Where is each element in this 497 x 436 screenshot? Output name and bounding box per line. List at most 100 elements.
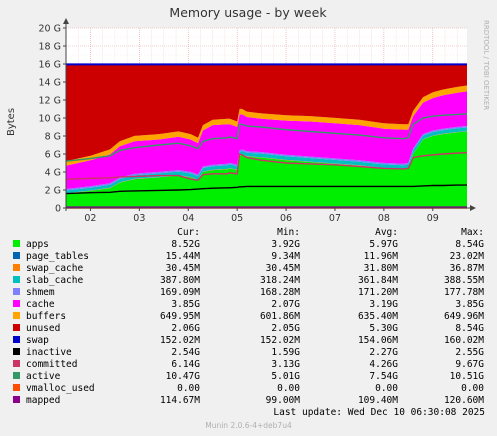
legend-series: committed [0,359,112,371]
x-tick-label: 09 [427,213,439,224]
legend-value-avg: 2.27G [369,347,398,358]
area-buffers [66,85,467,166]
legend-value-min: 2.07G [271,299,300,310]
legend-value-cur: 152.02M [159,335,200,346]
legend-value-max: 23.02M [449,251,484,262]
legend-swatch [13,276,20,283]
legend-value-cur: 30.45M [165,263,200,274]
legend-swatch [13,336,20,343]
legend-row: mapped 114.67M 99.00M 109.40M 120.60M [0,395,497,407]
legend-value-min: 0.00 [277,383,300,394]
legend-value-max: 8.54G [455,323,484,334]
legend-value-max: 9.67G [455,359,484,370]
y-tick-label: 0 [55,204,61,215]
legend-row: shmem 169.09M 168.28M 171.20M 177.78M [0,287,497,299]
legend-value-avg: 5.30G [369,323,398,334]
legend-value-max: 388.55M [443,275,484,286]
legend-swatch [13,240,20,247]
legend-series-name: apps [26,239,49,250]
axis-layer: 0 2 G 4 G 6 G 8 G 10 G 12 G 14 G 16 G 18 G 20 G 02 0… [39,18,476,224]
legend-value-cur: 649.95M [159,311,200,322]
legend-header-row: Cur: Min: Avg: Max: [0,227,497,239]
area-unused [66,64,467,162]
legend-row: active 10.47G 5.01G 7.54G 10.51G [0,371,497,383]
legend-row: slab_cache 387.80M 318.24M 361.84M 388.55M [0,275,497,287]
legend-row: page_tables 15.44M 9.34M 11.96M 23.02M [0,251,497,263]
legend-series: buffers [0,311,112,323]
x-tick-label: 06 [280,213,292,224]
y-axis-arrow [63,18,69,24]
legend-value-max: 120.60M [443,395,484,406]
legend-series-name: swap [26,335,49,346]
legend-swatch [13,360,20,367]
legend-series-name: unused [26,323,61,334]
x-tick-label: 08 [378,213,390,224]
area-slab-cache [66,127,467,194]
legend-series: swap_cache [0,263,112,275]
legend-value-avg: 154.06M [357,335,398,346]
legend-row: inactive 2.54G 1.59G 2.27G 2.55G [0,347,497,359]
legend-series: mapped [0,395,112,407]
legend-value-max: 160.02M [443,335,484,346]
legend-value-cur: 2.06G [171,323,200,334]
legend-value-cur: 10.47G [165,371,200,382]
legend-value-cur: 387.80M [159,275,200,286]
y-tick-label: 10 G [39,114,61,125]
area-layer [66,64,467,208]
legend-row: swap_cache 30.45M 30.45M 31.80M 36.87M [0,263,497,275]
legend-value-min: 601.86M [259,311,300,322]
legend-swatch [13,384,20,391]
legend-series: active [0,371,112,383]
munin-version-text: Munin 2.0.6-4+deb7u4 [205,421,292,430]
legend-value-min: 2.05G [271,323,300,334]
legend-swatch [13,264,20,271]
legend-value-max: 36.87M [449,263,484,274]
legend-value-min: 5.01G [271,371,300,382]
line-active [65,113,468,162]
legend-series: inactive [0,347,112,359]
legend-series-name: slab_cache [26,275,84,286]
legend-header-min: Min: [277,227,300,238]
legend-value-min: 168.28M [259,287,300,298]
y-tick-label: 18 G [39,42,61,53]
legend-series: apps [0,239,112,251]
legend-series-name: swap_cache [26,263,84,274]
legend-table: Cur: Min: Avg: Max: apps 8.52G 3.92G 5.97G 8… [0,227,497,407]
legend-series-name: page_tables [26,251,89,262]
legend-value-cur: 169.09M [159,287,200,298]
legend-value-cur: 15.44M [165,251,200,262]
legend-value-avg: 4.26G [369,359,398,370]
legend-body: apps 8.52G 3.92G 5.97G 8.54G page_tables 15.44… [0,239,497,407]
legend-series-name: vmalloc_used [26,383,95,394]
y-tick-label: 4 G [45,168,61,179]
y-tick-label: 16 G [39,60,61,71]
y-axis-label: Bytes [6,108,17,136]
y-tick-label: 20 G [39,24,61,35]
x-tick-label: 05 [231,213,243,224]
legend-row: vmalloc_used 0.00 0.00 0.00 0.00 [0,383,497,395]
legend-swatch [13,372,20,379]
legend-value-cur: 114.67M [159,395,200,406]
legend-value-min: 30.45M [265,263,300,274]
legend-swatch [13,324,20,331]
legend-series: swap [0,335,112,347]
legend-header-max: Max: [461,227,484,238]
x-tick-label: 04 [182,213,194,224]
legend-value-max: 0.00 [461,383,484,394]
legend-value-max: 3.85G [455,299,484,310]
x-axis-arrow [470,205,476,211]
legend-value-max: 2.55G [455,347,484,358]
legend-series-name: shmem [26,287,55,298]
legend-value-avg: 171.20M [357,287,398,298]
legend-swatch [13,312,20,319]
legend-value-min: 152.02M [259,335,300,346]
area-shmem [66,126,467,191]
legend-value-avg: 7.54G [369,371,398,382]
legend-row: unused 2.06G 2.05G 5.30G 8.54G [0,323,497,335]
chart-title: Memory usage - by week [169,5,327,20]
legend-value-min: 3.92G [271,239,300,250]
y-tick-label: 2 G [45,186,61,197]
legend-value-avg: 5.97G [369,239,398,250]
legend-value-max: 177.78M [443,287,484,298]
legend-series: slab_cache [0,275,112,287]
